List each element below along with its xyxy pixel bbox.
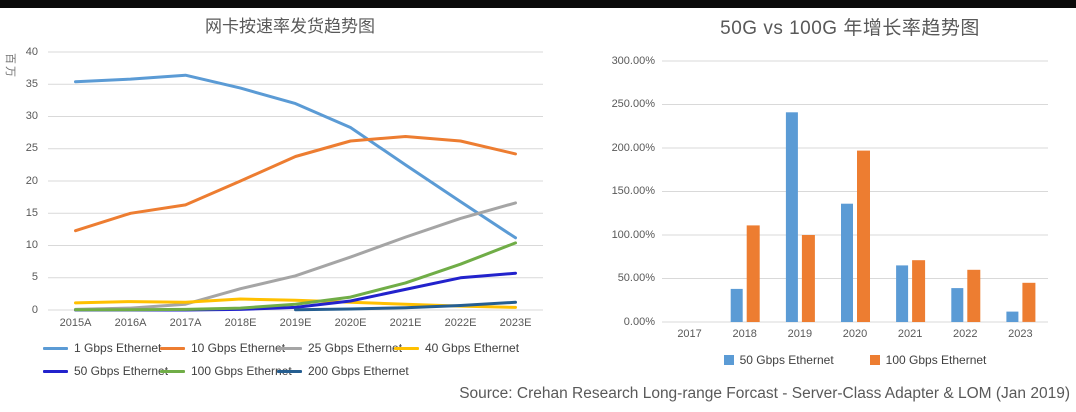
x-tick-label: 2016A [114,317,147,329]
bar-2023-100-gbps-ethernet [1022,282,1036,322]
bar-2021-100-gbps-ethernet [912,260,926,322]
line-series-25-gbps-ethernet [74,201,517,311]
legend-label: 50 Gbps Ethernet [74,364,169,378]
y-tick-label: 30 [25,110,38,122]
right-plot-area [662,60,1048,323]
legend-line-swatch [160,369,185,373]
top-black-bar [0,0,1076,8]
legend-item-50-gbps-ethernet: 50 Gbps Ethernet [723,353,834,367]
x-tick-label: 2019E [279,317,312,329]
x-tick-label: 2017A [169,317,202,329]
legend-square-swatch [723,355,734,365]
bar-2018-100-gbps-ethernet [746,225,760,322]
bar-2023-50-gbps-ethernet [1006,311,1019,322]
legend-item-50-gbps-ethernet: 50 Gbps Ethernet [43,364,168,378]
right-legend: 50 Gbps Ethernet 100 Gbps Ethernet [662,353,1048,367]
legend-item-1-gbps-ethernet: 1 Gbps Ethernet [43,341,161,355]
y-tick-label: 0 [31,303,38,316]
x-tick-label: 2015A [59,317,92,329]
y-tick-label: 15 [25,206,38,219]
y-tick-label: 300.00% [611,54,655,67]
right-chart-title: 50G vs 100G 年增长率趋势图 [720,18,980,39]
bar-2020-50-gbps-ethernet [841,203,853,322]
legend-label: 1 Gbps Ethernet [74,341,162,355]
x-tick-label: 2019 [787,328,813,340]
y-tick-label: 150.00% [611,185,655,197]
x-tick-label: 2023E [499,317,532,329]
bar-2022-100-gbps-ethernet [967,269,981,322]
bar-2019-100-gbps-ethernet [801,235,815,322]
legend-line-swatch [43,369,68,373]
legend-label: 25 Gbps Ethernet [308,341,403,355]
left-plot-area [48,51,543,312]
legend-label: 200 Gbps Ethernet [308,364,409,378]
legend-item-100-gbps-ethernet: 100 Gbps Ethernet [160,364,292,378]
legend-line-swatch [277,346,302,350]
y-tick-label: 20 [25,174,38,187]
left-chart-title: 网卡按速率发货趋势图 [205,17,375,36]
x-tick-label: 2017 [677,328,702,340]
legend-label: 100 Gbps Ethernet [191,364,292,378]
legend-item-10-gbps-ethernet: 10 Gbps Ethernet [160,341,285,355]
y-tick-label: 200.00% [611,141,655,154]
x-tick-label: 2021E [389,317,422,329]
legend-line-swatch [394,346,419,350]
legend-line-swatch [160,346,185,350]
line-series-10-gbps-ethernet [74,135,517,233]
x-tick-label: 2020E [334,317,367,329]
legend-line-swatch [277,369,302,373]
legend-item-40-gbps-ethernet: 40 Gbps Ethernet [394,341,519,355]
x-tick-label: 2022 [953,328,978,340]
left-y-axis-unit-label: 百万 [4,53,16,79]
legend-label: 10 Gbps Ethernet [191,341,286,355]
x-tick-label: 2021 [897,328,923,340]
legend-label: 40 Gbps Ethernet [425,341,520,355]
y-tick-label: 50.00% [617,272,655,284]
bar-2021-50-gbps-ethernet [896,265,909,322]
bar-2020-100-gbps-ethernet [857,150,870,322]
y-tick-label: 100.00% [611,228,655,241]
line-series-1-gbps-ethernet [74,73,517,240]
y-tick-label: 35 [25,77,38,90]
x-tick-label: 2023 [1008,328,1033,340]
x-tick-label: 2020 [842,328,868,340]
source-note: Source: Crehan Research Long-range Forca… [459,385,1070,402]
legend-item-100-gbps-ethernet: 100 Gbps Ethernet [869,353,987,367]
x-tick-label: 2018 [732,328,757,340]
bar-2022-50-gbps-ethernet [951,288,964,322]
y-tick-label: 10 [25,239,38,251]
legend-item-25-gbps-ethernet: 25 Gbps Ethernet [277,341,402,355]
y-tick-label: 5 [31,271,38,284]
bar-2019-50-gbps-ethernet [785,112,798,322]
x-tick-label: 2018E [224,317,257,329]
bar-2018-50-gbps-ethernet [730,288,743,322]
legend-label: 100 Gbps Ethernet [885,353,987,367]
legend-line-swatch [43,346,68,350]
line-series-200-gbps-ethernet [294,300,517,312]
y-tick-label: 25 [25,142,38,155]
legend-item-200-gbps-ethernet: 200 Gbps Ethernet [277,364,409,378]
x-tick-label: 2022E [444,317,477,329]
y-tick-label: 0.00% [623,315,655,328]
legend-square-swatch [869,355,880,365]
y-tick-label: 40 [25,45,38,58]
line-series-100-gbps-ethernet [74,241,517,312]
legend-label: 50 Gbps Ethernet [739,353,834,367]
y-tick-label: 250.00% [611,98,655,110]
